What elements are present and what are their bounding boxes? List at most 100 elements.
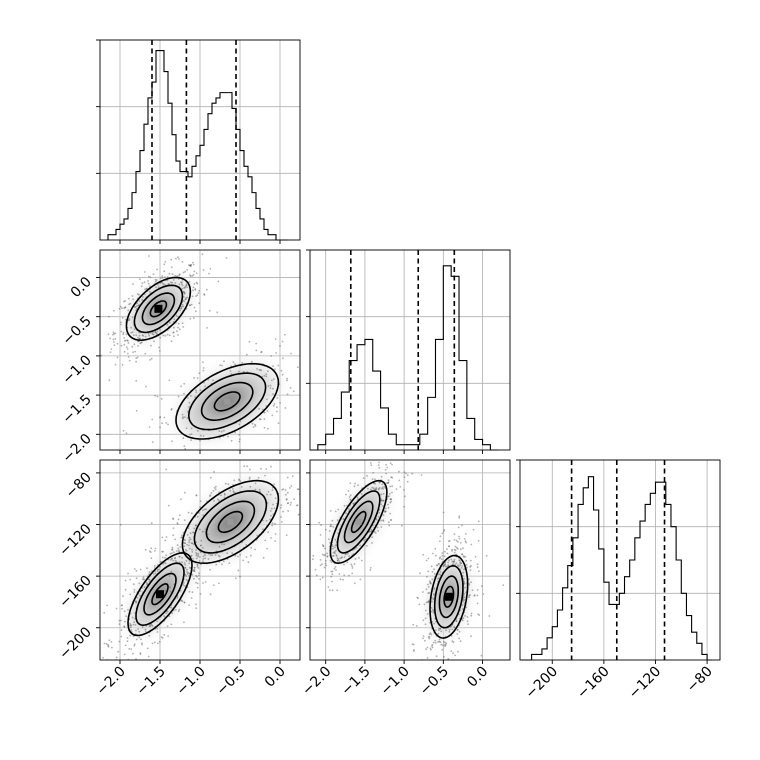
sample-point <box>121 307 123 310</box>
sample-point <box>139 652 142 655</box>
sample-point <box>336 559 339 562</box>
sample-point <box>282 510 284 513</box>
sample-point <box>102 669 104 671</box>
sample-point <box>331 519 334 522</box>
sample-point <box>156 631 159 633</box>
panel-1-0-ytick-label: −1.5 <box>59 392 94 427</box>
sample-point <box>344 553 347 556</box>
sample-point <box>455 620 458 623</box>
sample-point <box>122 333 125 336</box>
sample-point <box>395 488 398 490</box>
sample-point <box>466 616 469 618</box>
sample-point <box>256 368 258 370</box>
sample-point <box>152 273 155 276</box>
sample-point <box>327 586 330 588</box>
sample-point <box>330 570 333 573</box>
sample-point <box>145 581 148 584</box>
sample-point <box>213 471 215 473</box>
sample-point <box>457 650 459 653</box>
sample-point <box>359 544 361 547</box>
sample-point <box>334 552 336 555</box>
sample-point <box>462 600 465 602</box>
sample-point <box>123 653 126 656</box>
sample-point <box>120 330 123 333</box>
sample-point <box>192 558 194 560</box>
sample-point <box>191 551 194 553</box>
sample-point <box>249 485 252 488</box>
sample-point <box>188 406 191 408</box>
sample-point <box>177 322 180 325</box>
panel-2-0-xtick-label: −1.0 <box>173 664 208 699</box>
sample-point <box>269 518 271 521</box>
sample-point <box>453 533 456 536</box>
sample-point <box>389 519 392 521</box>
sample-point <box>191 295 194 298</box>
sample-point <box>185 283 188 285</box>
sample-point <box>460 562 462 565</box>
sample-point <box>163 276 166 279</box>
sample-point <box>424 623 427 626</box>
sample-point <box>223 496 226 499</box>
sample-point <box>347 490 350 492</box>
contour-line <box>125 276 192 342</box>
sample-point <box>460 562 463 565</box>
sample-point <box>434 639 437 642</box>
panel-2-0-grid <box>100 460 300 660</box>
sample-point <box>178 561 181 564</box>
sample-point <box>238 478 240 481</box>
sample-point <box>349 498 351 501</box>
sample-point <box>321 528 323 530</box>
sample-point <box>202 509 204 512</box>
sample-point <box>248 478 251 480</box>
sample-point <box>238 438 241 441</box>
sample-point <box>115 656 118 659</box>
sample-point <box>369 530 371 533</box>
sample-point <box>156 570 159 572</box>
sample-point <box>229 489 232 492</box>
sample-point <box>183 601 186 604</box>
sample-point <box>163 416 166 419</box>
sample-point <box>131 331 134 334</box>
sample-point <box>446 565 449 568</box>
sample-point <box>135 658 137 660</box>
sample-point <box>446 552 449 555</box>
sample-point <box>448 545 451 548</box>
sample-point <box>459 548 462 551</box>
sample-point <box>416 596 419 599</box>
sample-point <box>195 557 198 560</box>
sample-point <box>161 281 163 284</box>
sample-point <box>477 570 480 572</box>
sample-point <box>123 610 126 613</box>
sample-point <box>125 432 128 435</box>
sample-point <box>443 555 446 558</box>
sample-point <box>123 340 126 342</box>
sample-point <box>266 493 268 496</box>
contour-panel-1-0: −2.0 −1.5 −1.0 −0.5 0.0 <box>59 249 301 466</box>
sample-point <box>447 540 450 543</box>
sample-point <box>190 264 192 266</box>
sample-point <box>387 481 390 484</box>
sample-point <box>169 552 172 555</box>
sample-point <box>438 640 441 643</box>
sample-point <box>250 554 252 557</box>
sample-point <box>195 574 197 577</box>
sample-point <box>427 586 430 588</box>
sample-point <box>277 364 280 367</box>
sample-point <box>135 357 138 359</box>
sample-point <box>149 276 152 279</box>
sample-point <box>353 563 356 565</box>
sample-point <box>135 600 138 603</box>
sample-point <box>149 359 151 361</box>
sample-point <box>439 571 442 573</box>
sample-point <box>384 510 387 513</box>
sample-point <box>443 641 445 643</box>
sample-point <box>150 344 152 347</box>
sample-point <box>450 625 452 628</box>
sample-point <box>221 563 223 566</box>
sample-point <box>107 333 110 336</box>
sample-point <box>287 502 290 504</box>
sample-point <box>170 408 173 411</box>
sample-point <box>360 559 363 562</box>
sample-point <box>177 610 180 613</box>
sample-point <box>173 462 175 464</box>
